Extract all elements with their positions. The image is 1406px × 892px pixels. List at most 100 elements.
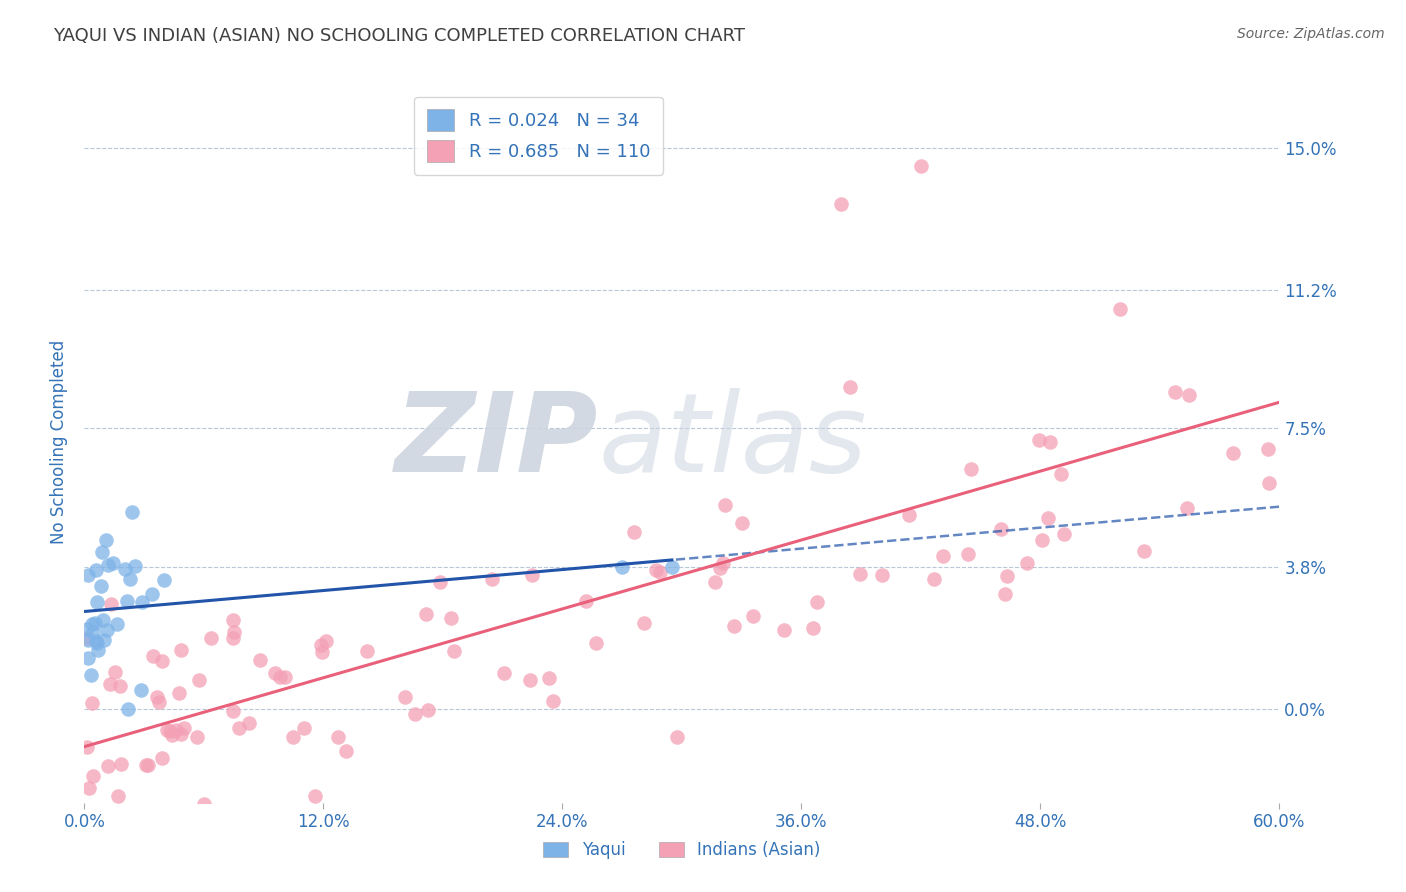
Point	[77, 632, 100, 647]
Point	[121, 506, 143, 520]
Point	[221, 631, 243, 645]
Point	[76, 739, 98, 754]
Point	[104, 665, 127, 679]
Point	[645, 563, 668, 577]
Point	[105, 616, 128, 631]
Point	[994, 587, 1017, 601]
Point	[97, 558, 120, 573]
Point	[114, 561, 136, 575]
Point	[91, 545, 114, 559]
Point	[173, 721, 195, 735]
Point	[76, 631, 98, 645]
Point	[1258, 476, 1281, 491]
Point	[1036, 510, 1059, 524]
Point	[713, 498, 735, 512]
Point	[159, 723, 181, 738]
Point	[311, 645, 333, 659]
Point	[87, 643, 110, 657]
Point	[150, 751, 173, 765]
Point	[84, 633, 107, 648]
Point	[98, 677, 121, 691]
Point	[124, 558, 146, 573]
Point	[80, 696, 103, 710]
Point	[801, 621, 824, 635]
Point	[111, 843, 134, 857]
Point	[77, 650, 100, 665]
Point	[76, 623, 98, 637]
Point	[188, 673, 211, 687]
Text: ZIP: ZIP	[395, 388, 599, 495]
Point	[76, 567, 98, 582]
Point	[150, 654, 173, 668]
Text: atlas: atlas	[599, 388, 868, 495]
Point	[522, 567, 544, 582]
Point	[1015, 556, 1038, 570]
Point	[363, 809, 385, 823]
Point	[228, 722, 250, 736]
Point	[97, 759, 120, 773]
Point	[990, 522, 1012, 536]
Point	[404, 706, 426, 721]
Point	[1039, 435, 1062, 450]
Point	[80, 668, 103, 682]
Point	[1053, 527, 1076, 541]
Point	[806, 595, 828, 609]
Point	[264, 666, 287, 681]
Point	[519, 673, 541, 688]
Point	[394, 690, 416, 705]
Point	[709, 561, 731, 575]
Point	[146, 690, 169, 704]
Text: YAQUI VS INDIAN (ASIAN) NO SCHOOLING COMPLETED CORRELATION CHART: YAQUI VS INDIAN (ASIAN) NO SCHOOLING COM…	[53, 27, 745, 45]
Point	[274, 670, 297, 684]
Point	[86, 595, 108, 609]
Point	[96, 623, 118, 637]
Point	[741, 609, 763, 624]
Point	[136, 758, 159, 772]
Point	[101, 556, 124, 570]
Point	[222, 613, 245, 627]
Point	[1031, 533, 1053, 548]
Legend: Yaqui, Indians (Asian): Yaqui, Indians (Asian)	[543, 841, 821, 860]
Point	[429, 575, 451, 590]
Point	[224, 624, 246, 639]
Point	[100, 597, 122, 611]
Point	[82, 769, 104, 783]
Point	[1133, 544, 1156, 558]
Point	[1175, 500, 1198, 515]
Point	[415, 607, 437, 621]
Point	[131, 594, 153, 608]
Point	[110, 756, 132, 771]
Point	[117, 702, 139, 716]
Point	[440, 610, 463, 624]
Point	[839, 380, 862, 394]
Point	[703, 574, 725, 589]
Point	[910, 160, 932, 174]
Point	[292, 721, 315, 735]
Point	[723, 619, 745, 633]
Point	[898, 508, 921, 523]
Point	[575, 594, 598, 608]
Point	[83, 616, 105, 631]
Point	[666, 731, 689, 745]
Point	[494, 665, 516, 680]
Point	[849, 566, 872, 581]
Y-axis label: No Schooling Completed: No Schooling Completed	[51, 340, 69, 543]
Point	[129, 683, 152, 698]
Point	[160, 728, 183, 742]
Point	[326, 730, 349, 744]
Point	[1164, 385, 1187, 400]
Point	[541, 694, 564, 708]
Point	[870, 568, 893, 582]
Text: Source: ZipAtlas.com: Source: ZipAtlas.com	[1237, 27, 1385, 41]
Point	[538, 671, 561, 685]
Point	[418, 703, 440, 717]
Point	[107, 789, 129, 803]
Point	[93, 632, 115, 647]
Point	[995, 568, 1018, 582]
Point	[79, 781, 101, 796]
Point	[612, 560, 634, 574]
Point	[661, 560, 683, 574]
Point	[269, 670, 291, 684]
Point	[135, 758, 157, 772]
Point	[315, 633, 337, 648]
